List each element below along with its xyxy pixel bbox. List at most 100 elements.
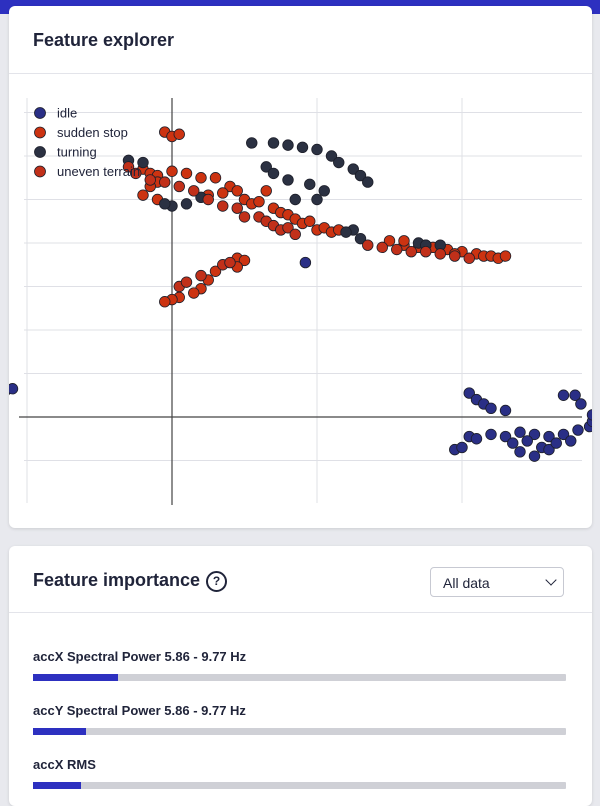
scatter-point[interactable] — [383, 235, 396, 247]
scatter-point[interactable] — [159, 296, 171, 308]
feature-label: accX Spectral Power 5.86 - 9.77 Hz — [33, 649, 247, 664]
scatter-point[interactable] — [180, 198, 193, 210]
scatter-point[interactable] — [485, 428, 497, 441]
scatter-point[interactable] — [231, 185, 243, 197]
scatter-point[interactable] — [333, 156, 345, 169]
scatter-point[interactable] — [267, 137, 280, 149]
scatter-point[interactable] — [311, 143, 323, 156]
scatter-point[interactable] — [299, 256, 312, 269]
scatter-point[interactable] — [325, 150, 338, 162]
scatter-point[interactable] — [572, 424, 584, 436]
scatter-point[interactable] — [499, 250, 512, 262]
scatter-point[interactable] — [209, 172, 222, 184]
scatter-point[interactable] — [521, 435, 533, 447]
scatter-point[interactable] — [304, 215, 316, 227]
scatter-point[interactable] — [463, 387, 475, 399]
scatter-point[interactable] — [398, 235, 410, 247]
scatter-point[interactable] — [550, 437, 562, 449]
scatter-point[interactable] — [557, 428, 570, 441]
scatter-point[interactable] — [543, 430, 555, 443]
legend-label[interactable]: uneven terrain — [57, 164, 140, 179]
importance-bar-track — [33, 782, 566, 789]
legend-label[interactable]: turning — [57, 145, 97, 160]
scatter-point[interactable] — [362, 176, 374, 188]
scatter-point[interactable] — [420, 245, 432, 258]
scatter-point[interactable] — [565, 435, 577, 447]
scatter-point[interactable] — [224, 256, 236, 269]
scatter-point[interactable] — [528, 428, 541, 441]
scatter-point[interactable] — [180, 276, 193, 288]
scatter-point[interactable] — [137, 156, 149, 169]
scatter-point[interactable] — [180, 167, 193, 180]
scatter-point[interactable] — [569, 389, 581, 401]
feature-scatter-plot[interactable]: idle sudden stop turning uneven terrain — [9, 73, 592, 528]
scatter-point[interactable] — [528, 450, 541, 462]
scatter-point[interactable] — [470, 433, 483, 445]
scatter-point[interactable] — [188, 287, 200, 299]
scatter-point[interactable] — [575, 398, 587, 410]
scatter-point[interactable] — [463, 252, 475, 264]
scatter-point[interactable] — [260, 185, 272, 197]
scatter-point[interactable] — [434, 248, 446, 260]
scatter-point[interactable] — [543, 443, 555, 456]
scatter-point[interactable] — [340, 226, 352, 238]
scatter-point[interactable] — [282, 174, 294, 186]
scatter-point[interactable] — [122, 161, 135, 173]
scatter-point[interactable] — [362, 239, 374, 251]
scatter-point[interactable] — [304, 178, 316, 190]
scatter-point[interactable] — [282, 222, 294, 234]
scatter-point[interactable] — [507, 437, 519, 449]
scatter-point[interactable] — [514, 426, 526, 438]
scatter-point[interactable] — [130, 167, 142, 180]
scatter-point[interactable] — [347, 163, 359, 175]
scatter-point[interactable] — [354, 232, 367, 245]
scatter-point[interactable] — [586, 409, 592, 421]
feature-importance-list: accX Spectral Power 5.86 - 9.77 Hz accY … — [33, 636, 568, 798]
scatter-point[interactable] — [209, 265, 222, 277]
scatter-point[interactable] — [137, 189, 149, 201]
scatter-point[interactable] — [159, 198, 171, 210]
scatter-point[interactable] — [202, 193, 214, 206]
legend-label[interactable]: sudden stop — [57, 125, 128, 140]
scatter-point[interactable] — [173, 180, 185, 193]
scatter-point[interactable] — [217, 200, 229, 212]
scatter-point[interactable] — [217, 187, 229, 199]
scatter-point[interactable] — [499, 430, 512, 443]
scatter-point[interactable] — [231, 202, 243, 214]
legend-marker — [34, 146, 46, 158]
scatter-point[interactable] — [289, 228, 301, 241]
scatter-point[interactable] — [253, 195, 265, 208]
scatter-point[interactable] — [9, 383, 19, 395]
scatter-point[interactable] — [354, 169, 367, 182]
scatter-point[interactable] — [166, 165, 178, 177]
scatter-point[interactable] — [144, 174, 156, 186]
scatter-point[interactable] — [267, 167, 280, 180]
question-circle-icon[interactable]: ? — [206, 571, 227, 592]
scatter-point[interactable] — [485, 402, 497, 415]
scatter-point[interactable] — [376, 241, 388, 254]
importance-bar-fill — [33, 674, 119, 681]
scatter-point[interactable] — [514, 446, 526, 458]
scatter-point[interactable] — [289, 193, 301, 206]
scatter-point[interactable] — [195, 269, 207, 282]
scatter-point[interactable] — [311, 193, 323, 206]
legend-label[interactable]: idle — [57, 106, 77, 121]
scatter-point[interactable] — [456, 441, 468, 454]
scatter-point[interactable] — [557, 389, 570, 401]
scatter-point[interactable] — [173, 128, 185, 140]
scatter-point[interactable] — [260, 161, 272, 173]
scatter-point[interactable] — [296, 141, 309, 154]
scatter-point[interactable] — [318, 185, 330, 197]
scatter-point[interactable] — [282, 139, 294, 151]
scatter-point[interactable] — [188, 185, 200, 197]
scatter-point[interactable] — [238, 254, 251, 267]
scatter-point[interactable] — [238, 211, 251, 223]
scatter-point[interactable] — [499, 404, 512, 417]
scatter-point[interactable] — [449, 250, 461, 262]
scatter-point[interactable] — [195, 172, 207, 184]
data-filter-select[interactable]: All data — [430, 567, 564, 597]
scatter-point[interactable] — [391, 243, 403, 256]
scatter-point[interactable] — [405, 245, 417, 258]
scatter-point[interactable] — [246, 137, 258, 149]
scatter-point[interactable] — [159, 176, 171, 188]
